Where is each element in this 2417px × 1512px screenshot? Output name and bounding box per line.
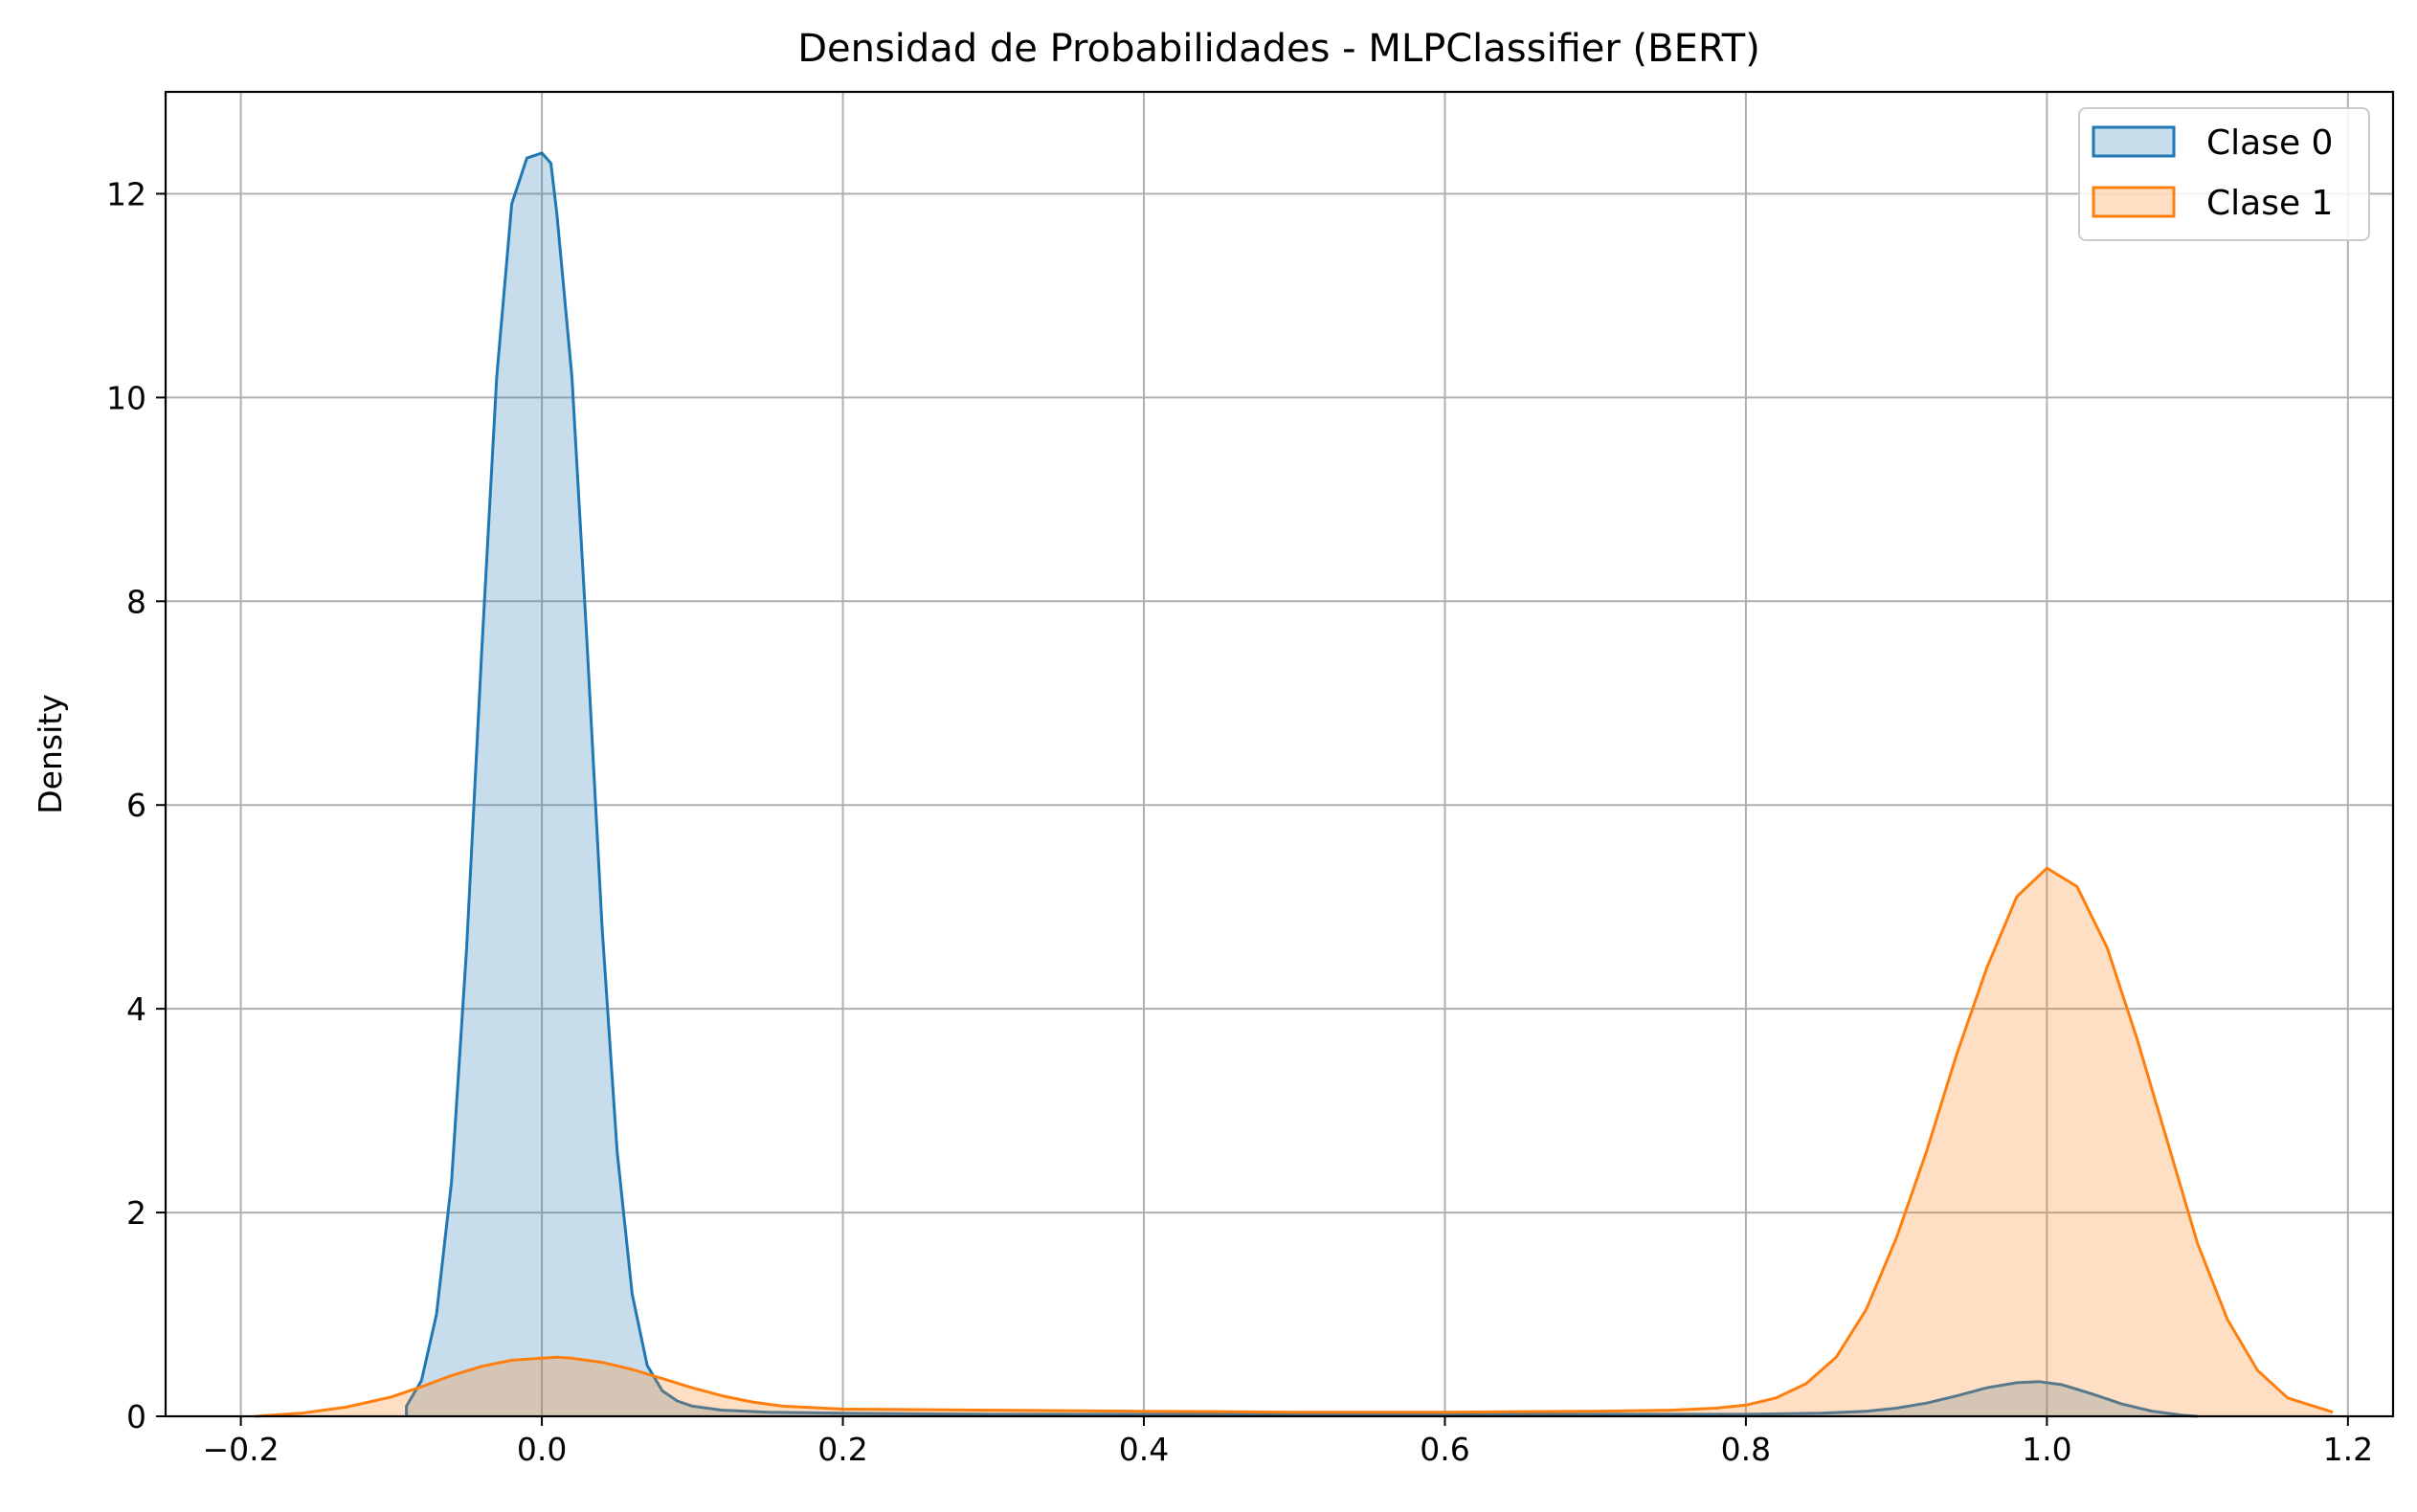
series-clase-1-legend-label: Clase 1 <box>2206 184 2333 223</box>
legend-frame <box>2078 107 2370 241</box>
y-tick-label: 12 <box>106 175 146 212</box>
y-axis-label: Density <box>32 694 69 813</box>
x-tick-label: 0.2 <box>817 1431 867 1468</box>
plot-area-frame <box>164 90 2395 1418</box>
y-tick-label: 6 <box>126 787 146 824</box>
series-clase-0-line <box>405 151 2198 1418</box>
y-tick-label: 8 <box>126 583 146 620</box>
series-clase-1-line <box>256 866 2334 1418</box>
series-clase-1-area <box>256 868 2334 1416</box>
density-series <box>256 151 2334 1418</box>
x-tick-label: −0.2 <box>203 1431 280 1468</box>
x-tick-label: 1.2 <box>2323 1431 2373 1468</box>
x-tick-label: 0.4 <box>1119 1431 1169 1468</box>
series-clase-0-legend-label: Clase 0 <box>2206 123 2333 163</box>
x-tick-label: 0.6 <box>1420 1431 1469 1468</box>
y-tick-label: 4 <box>126 990 146 1028</box>
x-tick-label: 1.0 <box>2022 1431 2071 1468</box>
series-clase-1-legend-swatch <box>2092 186 2176 218</box>
axis-ticks: −0.2 0.0 0.2 0.4 0.6 0.8 1.0 1.2 0 2 4 6 8 10 12 <box>106 175 2373 1468</box>
series-clase-0-legend-swatch <box>2092 125 2176 158</box>
x-tick-label: 0.0 <box>517 1431 567 1468</box>
x-tick-label: 0.8 <box>1721 1431 1771 1468</box>
grid-lines <box>166 92 2393 1417</box>
y-tick-label: 0 <box>126 1398 146 1435</box>
y-tick-label: 2 <box>126 1194 146 1232</box>
plot-area-background <box>166 92 2393 1416</box>
chart-title: Densidad de Probabilidades - MLPClassifi… <box>797 27 1760 71</box>
y-tick-label: 10 <box>106 379 146 416</box>
legend: Clase 0 Clase 1 <box>2078 107 2370 241</box>
series-clase-0-area <box>406 152 2198 1416</box>
